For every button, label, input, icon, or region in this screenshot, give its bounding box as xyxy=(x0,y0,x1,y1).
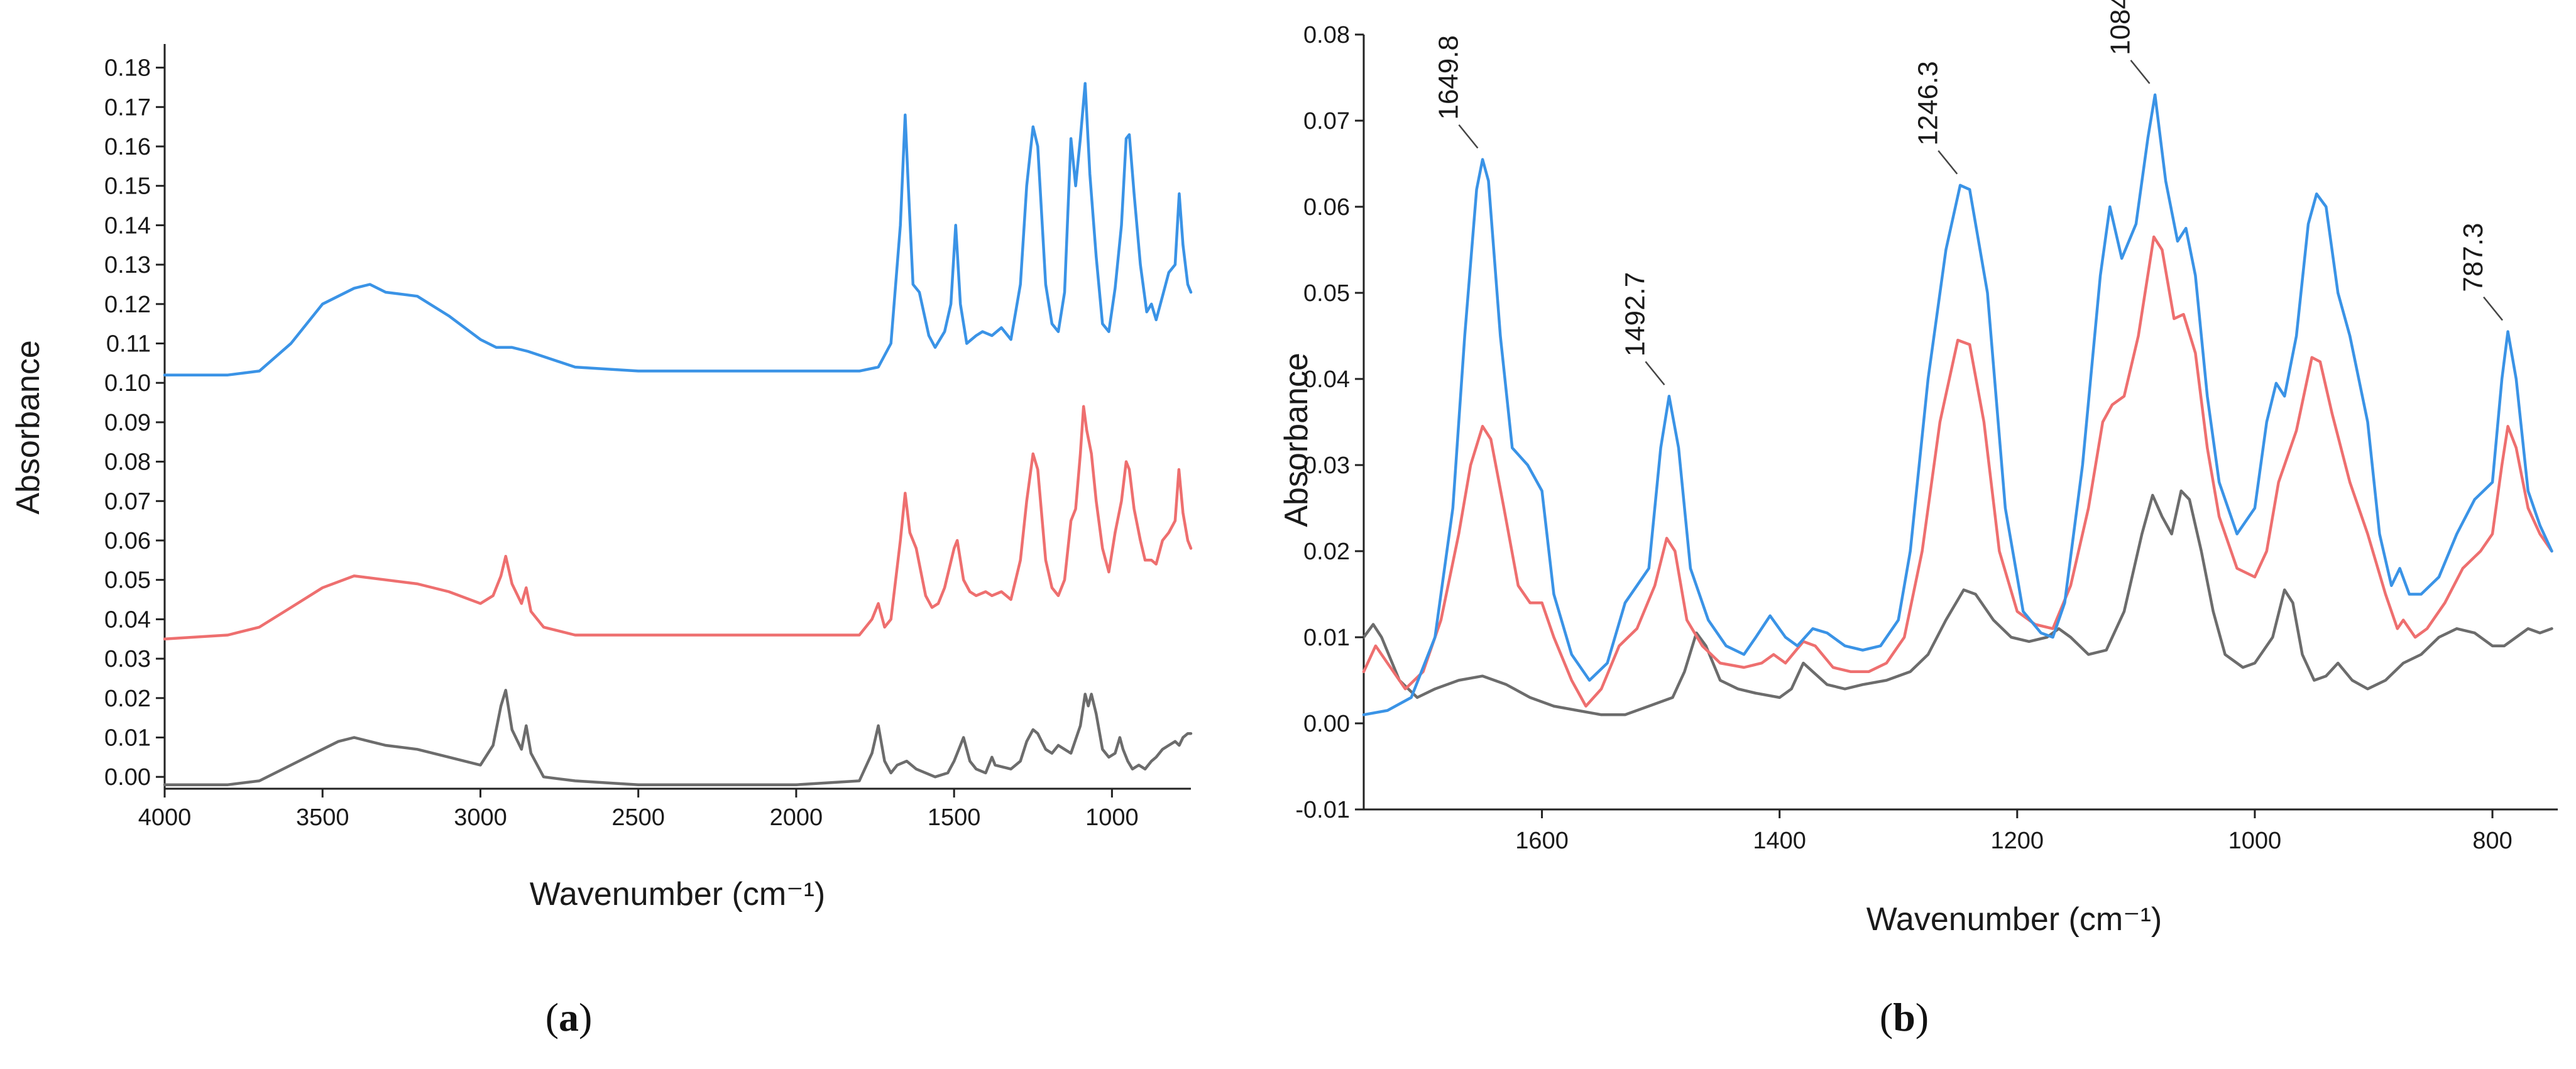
panel-b-y-tick-label: 0.03 xyxy=(1303,452,1350,479)
panel-a-y-tick-label: 0.11 xyxy=(106,331,151,358)
panel-b-y-tick-label: 0.01 xyxy=(1303,625,1350,651)
panel-a-y-tick-label: 0.17 xyxy=(104,94,151,121)
panel-b-x-tick-label: 1200 xyxy=(1991,828,2044,854)
panel-a-series-blue-line xyxy=(163,82,1193,376)
panel-a-x-tick-label: 2000 xyxy=(770,804,823,831)
panel-b-series-red-line xyxy=(1362,235,2553,708)
panel-a-y-tick-label: 0.16 xyxy=(104,134,151,160)
panel-a-y-tick-label: 0.02 xyxy=(104,686,151,712)
panel-b-series-gray-line xyxy=(1362,489,2553,716)
panel-a-x-axis-title: Wavenumber (cm⁻¹) xyxy=(530,876,825,913)
panel-b-x-tick-label: 1000 xyxy=(2228,828,2282,854)
panel-a-y-tick-label: 0.13 xyxy=(104,252,151,278)
panel-b-y-tick-label: 0.05 xyxy=(1303,280,1350,307)
panel-a-y-axis-title: Absorbance xyxy=(10,340,47,515)
panel-a-y-tick-label: 0.05 xyxy=(104,567,151,594)
panel-a-plot-area xyxy=(163,44,1191,790)
panel-b-label-letter: b xyxy=(1893,995,1916,1039)
panel-a-y-tick-label: 0.14 xyxy=(104,212,151,239)
panel-b-y-tick-label: 0.04 xyxy=(1303,366,1350,393)
panel-b-peak-label: 1084.3 xyxy=(2105,0,2136,55)
panel-b-annotations: 1649.8 1492.7 1246.3 1084.3 787.3 xyxy=(1433,0,2504,386)
panel-b-y-tick-label: 0.00 xyxy=(1303,711,1350,737)
panel-a-x-tick-label: 1500 xyxy=(928,804,981,831)
panel-b-peak-leader xyxy=(2130,60,2151,84)
panel-a-y-tick-label: 0.00 xyxy=(104,764,151,791)
panel-a-series-gray-line xyxy=(163,689,1193,786)
panel-b-y-tick-label: 0.06 xyxy=(1303,194,1350,221)
panel-a-y-axis: 0.00 0.01 0.02 0.03 0.04 0.05 0.06 0.07 0.08 0.09… xyxy=(104,55,165,791)
panel-a-y-tick-label: 0.08 xyxy=(104,449,151,476)
panel-a-y-tick-label: 0.06 xyxy=(104,528,151,554)
panel-b-peak-leader xyxy=(2483,296,2504,321)
panel-b-series-group xyxy=(1362,93,2553,716)
panel-b-x-tick-label: 800 xyxy=(2472,828,2512,854)
panel-a-label: (a) xyxy=(545,995,593,1039)
panel-b-peak-label: 1649.8 xyxy=(1433,35,1464,120)
panel-a-x-tick-label: 3000 xyxy=(454,804,507,831)
panel-a-y-tick-label: 0.09 xyxy=(104,410,151,436)
panel-b-chart: -0.01 0.00 0.01 0.02 0.03 0.04 0.05 0.06 0.07 0.0… xyxy=(1278,0,2558,1039)
panel-b-peak-label: 1492.7 xyxy=(1620,272,1650,357)
panel-a-y-tick-label: 0.07 xyxy=(104,488,151,515)
panel-b-y-axis-title: Absorbance xyxy=(1278,353,1315,527)
panel-b-peak-label: 787.3 xyxy=(2458,223,2489,292)
panel-a-label-letter: a xyxy=(559,995,579,1039)
panel-b-y-tick-label: 0.02 xyxy=(1303,539,1350,565)
panel-a-x-tick-label: 4000 xyxy=(138,804,192,831)
panel-b-peak-leader xyxy=(1645,361,1665,386)
panel-a-y-tick-label: 0.18 xyxy=(104,55,151,82)
panel-b-peak-label: 1246.3 xyxy=(1912,61,1943,146)
panel-b-x-axis: 1600 1400 1200 1000 800 xyxy=(1515,809,2513,854)
panel-b-y-tick-label: 0.07 xyxy=(1303,108,1350,134)
panel-b-x-axis-title: Wavenumber (cm⁻¹) xyxy=(1866,901,2162,938)
panel-a-y-tick-label: 0.01 xyxy=(104,725,151,751)
panel-a-x-axis: 4000 3500 3000 2500 2000 1500 1000 xyxy=(138,789,1139,831)
panel-b-x-tick-label: 1600 xyxy=(1515,828,1569,854)
panel-a-series-group xyxy=(163,82,1193,786)
panel-a-y-tick-label: 0.12 xyxy=(104,292,151,318)
panel-b-peak-leader xyxy=(1937,150,1958,175)
panel-b-series-blue-line xyxy=(1362,93,2553,716)
panel-b-label: (b) xyxy=(1880,995,1929,1039)
panel-a-y-tick-label: 0.10 xyxy=(104,370,151,397)
panel-a-x-tick-label: 2500 xyxy=(611,804,665,831)
panel-b-plot-area xyxy=(1362,35,2558,811)
panel-a-x-tick-label: 1000 xyxy=(1085,804,1139,831)
panel-b-y-tick-label: -0.01 xyxy=(1295,797,1350,823)
panel-a-x-tick-label: 3500 xyxy=(296,804,349,831)
panel-a-chart: 0.00 0.01 0.02 0.03 0.04 0.05 0.06 0.07 0.08 0.09… xyxy=(10,44,1193,1039)
panel-b-x-tick-label: 1400 xyxy=(1753,828,1806,854)
panel-b-peak-leader xyxy=(1458,124,1479,149)
panel-b-y-axis: -0.01 0.00 0.01 0.02 0.03 0.04 0.05 0.06 0.07 0.0… xyxy=(1295,22,1364,823)
panel-b-y-tick-label: 0.08 xyxy=(1303,22,1350,48)
panel-a-series-red-line xyxy=(163,405,1193,640)
panel-a-y-tick-label: 0.04 xyxy=(104,606,151,633)
panel-a-y-tick-label: 0.15 xyxy=(104,173,151,200)
panel-a-y-tick-label: 0.03 xyxy=(104,646,151,672)
